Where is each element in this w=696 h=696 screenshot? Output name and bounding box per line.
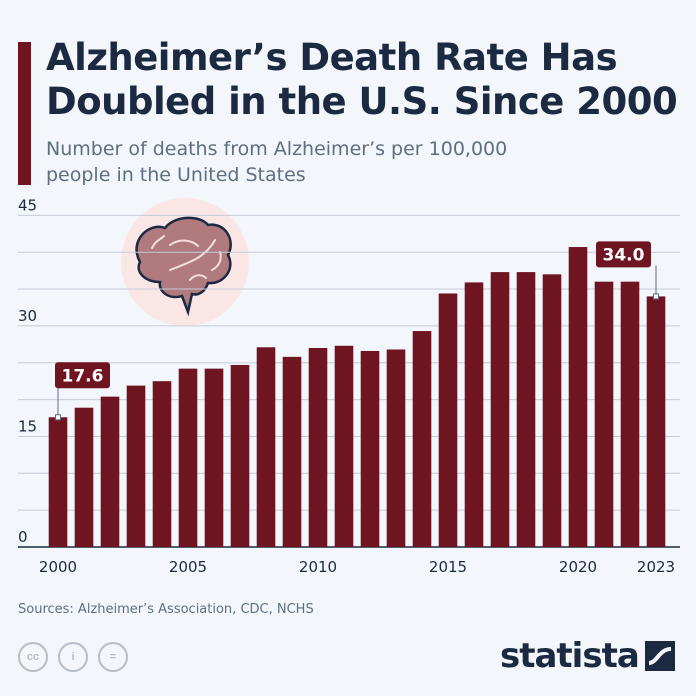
brain-icon <box>121 198 249 326</box>
statista-mark-icon <box>644 641 675 671</box>
x-tick-label: 2000 <box>39 558 77 576</box>
annotation-box <box>55 362 110 389</box>
bar-2017 <box>490 272 510 547</box>
chart-title: Alzheimer’s Death Rate Has Doubled in th… <box>46 36 678 123</box>
y-tick-label: 0 <box>18 528 28 546</box>
creative-commons-icon[interactable]: cc <box>18 642 48 672</box>
bar-2020 <box>568 247 588 547</box>
bar-2001 <box>74 407 94 547</box>
bar-2018 <box>516 272 536 547</box>
x-tick-label: 2015 <box>429 558 467 576</box>
bar-2010 <box>308 348 328 547</box>
x-tick-label: 2010 <box>299 558 337 576</box>
annotation-label: 17.6 <box>62 366 104 386</box>
bar-2011 <box>334 345 354 547</box>
bar-2016 <box>464 282 484 547</box>
bar-2002 <box>100 396 120 547</box>
y-tick-label: 15 <box>18 417 37 435</box>
title-accent-bar <box>18 42 31 185</box>
y-tick-label: 30 <box>18 307 37 325</box>
y-tick-label: 45 <box>18 196 37 214</box>
bar-2008 <box>256 347 276 547</box>
bar-2006 <box>204 368 224 547</box>
bar-chart: 0 15 30 45 2000 2005 2010 2015 2020 2023 17.6 34.0 <box>18 196 680 576</box>
annotation-marker <box>653 293 659 300</box>
x-tick-label: 2005 <box>169 558 207 576</box>
bar-2004 <box>152 381 172 547</box>
no-derivatives-icon[interactable]: = <box>98 642 128 672</box>
statista-logo[interactable]: statista <box>500 636 675 676</box>
bar-2014 <box>412 331 432 547</box>
bar-2007 <box>230 364 250 547</box>
source-note: Sources: Alzheimer’s Association, CDC, N… <box>18 602 314 617</box>
bar-2023 <box>646 296 666 547</box>
chart-subtitle: Number of deaths from Alzheimer’s per 10… <box>46 138 508 186</box>
bar-2005 <box>178 368 198 547</box>
bar-2015 <box>438 293 458 547</box>
annotation-label: 34.0 <box>603 245 645 265</box>
bar-2009 <box>282 356 302 547</box>
x-tick-label: 2020 <box>559 558 597 576</box>
bar-2019 <box>542 274 562 547</box>
brand-name: statista <box>500 636 640 676</box>
bar-2022 <box>620 281 640 547</box>
annotation-marker <box>55 414 61 421</box>
bar-2021 <box>594 281 614 547</box>
bar-2003 <box>126 385 146 547</box>
x-tick-label: 2023 <box>637 558 675 576</box>
bar-2012 <box>360 350 380 547</box>
bar-2013 <box>386 349 406 547</box>
annotation-box <box>596 241 651 268</box>
bar-2000 <box>48 417 68 547</box>
attribution-icon[interactable]: i <box>58 642 88 672</box>
